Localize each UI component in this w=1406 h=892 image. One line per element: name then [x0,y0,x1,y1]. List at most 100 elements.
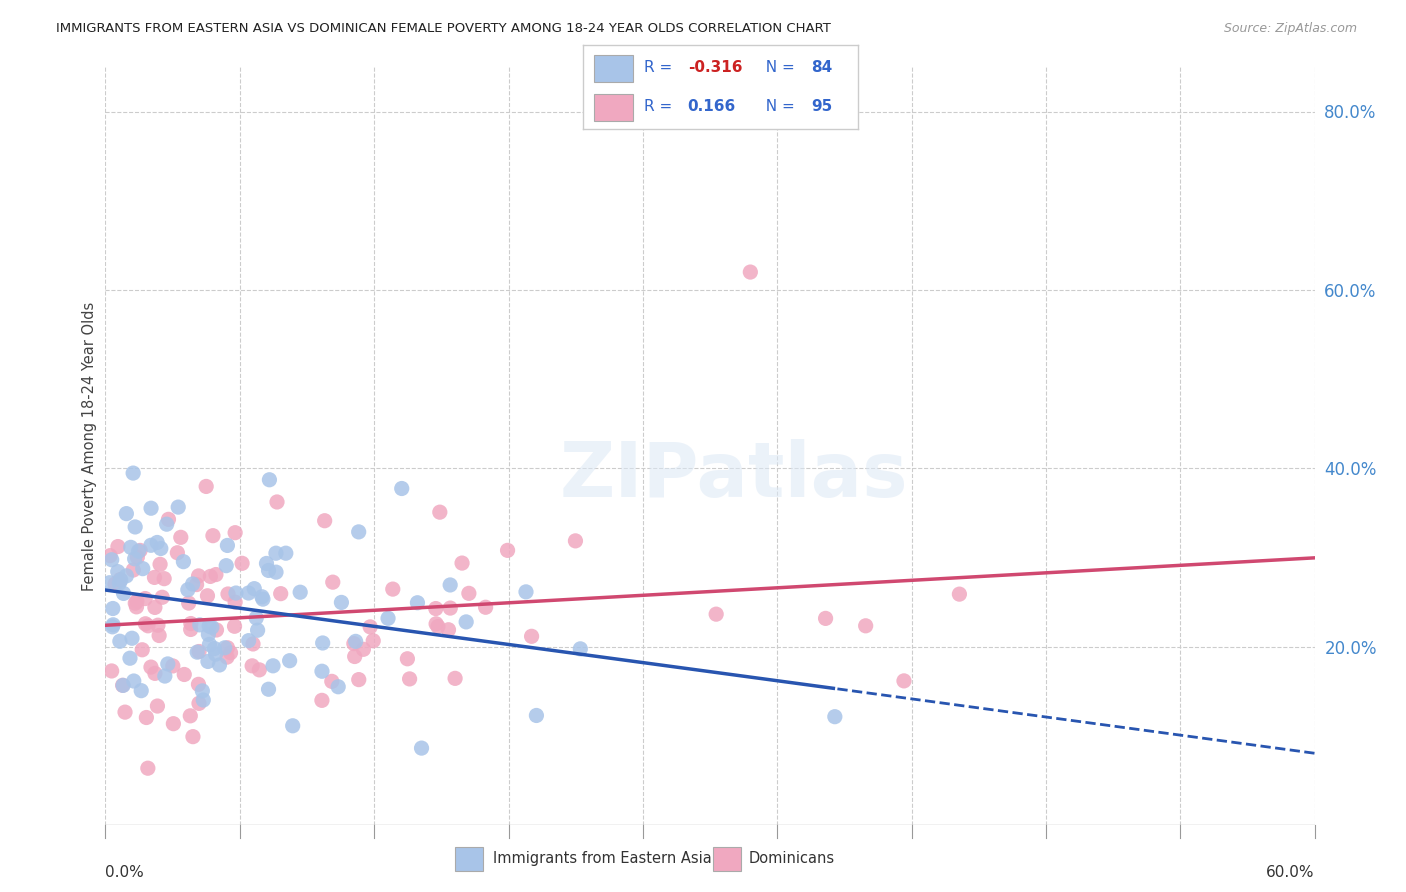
Text: -0.316: -0.316 [688,60,742,75]
Point [197,627,219,641]
Point [115,569,138,583]
Point [948,587,970,601]
Point [250,590,273,604]
Point [150,591,173,605]
Point [98,575,121,590]
Point [246,624,269,638]
Point [217,640,239,655]
Point [214,640,236,655]
Point [132,561,155,575]
Point [242,637,264,651]
Point [98,549,121,563]
Point [112,586,135,600]
Point [474,600,496,615]
Point [128,544,150,558]
Point [134,591,156,606]
Point [188,697,211,711]
Point [143,570,166,584]
Point [101,601,124,615]
Point [188,618,211,632]
Point [197,655,219,669]
Point [136,761,159,775]
Point [240,658,263,673]
Bar [595,54,633,82]
Point [107,565,129,579]
Point [256,557,278,571]
Point [281,719,304,733]
Point [112,678,135,692]
Point [406,596,429,610]
Point [515,585,537,599]
Point [146,618,169,632]
Point [311,693,333,707]
Point [274,546,297,560]
Point [311,665,333,679]
Point [264,565,287,579]
Point [108,634,131,648]
Point [312,636,335,650]
Point [224,619,246,633]
Point [456,615,478,629]
Text: N =: N = [756,99,800,114]
Text: Dominicans: Dominicans [748,852,835,866]
Point [129,543,152,558]
Point [143,600,166,615]
Point [426,619,449,633]
Point [136,619,159,633]
Point [104,577,127,591]
Point [270,587,292,601]
Point [167,500,190,515]
Point [381,582,404,596]
Point [411,741,433,756]
Point [110,573,132,587]
Point [179,708,201,723]
Point [205,623,228,637]
Text: R =: R = [644,99,682,114]
Point [134,616,156,631]
Point [439,601,461,615]
Point [122,466,145,480]
Point [162,659,184,673]
Point [114,705,136,719]
Point [139,538,162,552]
Point [101,617,124,632]
Point [259,473,281,487]
Point [177,596,200,610]
Point [257,563,280,577]
Point [107,540,129,554]
Point [330,595,353,609]
Point [111,678,134,692]
Point [398,672,420,686]
Point [170,530,193,544]
Point [173,667,195,681]
Point [124,520,146,534]
Point [564,533,586,548]
Point [238,586,260,600]
Point [186,645,208,659]
Point [187,569,209,583]
Text: Source: ZipAtlas.com: Source: ZipAtlas.com [1223,22,1357,36]
Point [156,657,179,671]
Point [149,541,172,556]
Point [429,505,451,519]
Point [377,611,399,625]
Point [314,514,336,528]
Point [243,582,266,596]
Point [143,666,166,681]
Point [328,680,350,694]
Point [135,710,157,724]
Point [266,495,288,509]
Point [217,587,239,601]
Point [146,699,169,714]
Text: 95: 95 [811,99,832,114]
Point [344,634,367,648]
Point [824,709,846,723]
Point [149,558,172,572]
Point [569,641,592,656]
Point [343,649,366,664]
Point [855,619,877,633]
Point [396,652,419,666]
Point [219,646,242,660]
Point [257,682,280,697]
Point [122,673,145,688]
